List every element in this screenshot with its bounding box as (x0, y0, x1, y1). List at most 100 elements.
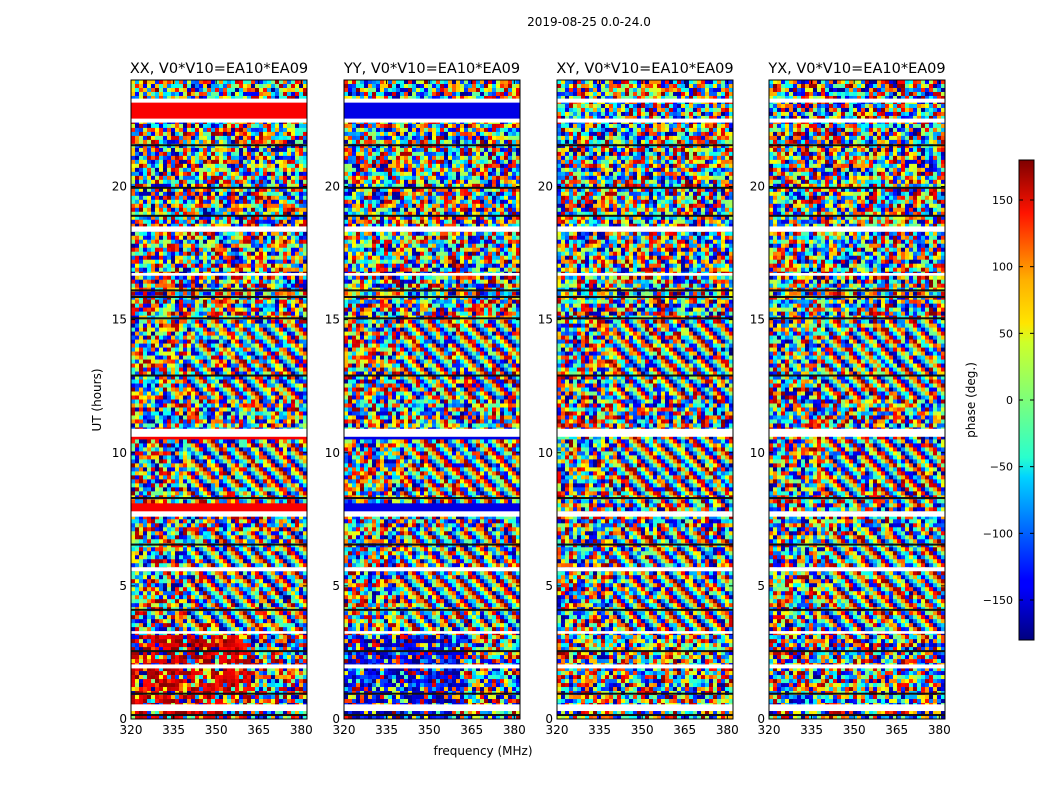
scan-boundary (344, 497, 520, 499)
flagged-band (344, 567, 520, 571)
flagged-band (557, 511, 733, 516)
x-tick-label: 335 (588, 723, 611, 737)
scan-boundary (344, 544, 520, 546)
flagged-band (131, 99, 307, 103)
scan-boundary (557, 497, 733, 499)
scan-boundary (557, 693, 733, 695)
flagged-band (344, 429, 520, 437)
figure-suptitle: 2019-08-25 0.0-24.0 (527, 15, 651, 29)
flagged-band (557, 567, 733, 571)
flagged-band (131, 704, 307, 711)
y-tick-label: 5 (119, 579, 127, 593)
flagged-band (344, 511, 520, 516)
y-tick-label: 0 (332, 712, 340, 726)
colorbar-tick-label: 150 (992, 194, 1013, 207)
scan-boundary (131, 187, 307, 189)
flagged-band (344, 226, 520, 231)
x-tick-label: 350 (843, 723, 866, 737)
flagged-band (557, 226, 733, 231)
scan-boundary (557, 375, 733, 377)
y-tick-label: 15 (750, 313, 765, 327)
flagged-band (344, 664, 520, 668)
flagged-band (344, 631, 520, 634)
y-tick-label: 0 (545, 712, 553, 726)
colorbar-tick-label: −100 (983, 527, 1013, 540)
phase-spectrogram-figure: 2019-08-25 0.0-24.0 XX, V0*V10=EA10*EA09… (0, 0, 1050, 800)
scan-boundary (769, 215, 945, 217)
scan-boundary (131, 289, 307, 291)
x-tick-label: 380 (716, 723, 739, 737)
scan-boundary (131, 650, 307, 652)
scan-boundary (769, 650, 945, 652)
y-tick-label: 15 (538, 313, 553, 327)
scan-boundary (557, 609, 733, 611)
scan-boundary (769, 296, 945, 298)
x-tick-label: 335 (800, 723, 823, 737)
flagged-band (557, 631, 733, 634)
scan-boundary (557, 187, 733, 189)
y-tick-label: 15 (112, 313, 127, 327)
x-tick-label: 380 (928, 723, 951, 737)
x-tick-label: 350 (418, 723, 441, 737)
scan-boundary (557, 144, 733, 146)
flagged-band (557, 99, 733, 103)
panel-title: YX, V0*V10=EA10*EA09 (767, 61, 945, 77)
colorbar-tick-label: −50 (990, 461, 1013, 474)
scan-boundary (131, 609, 307, 611)
scan-boundary (557, 215, 733, 217)
flagged-band (769, 631, 945, 634)
flagged-band (769, 511, 945, 516)
phase-raster (344, 80, 520, 719)
flagged-band (131, 119, 307, 123)
flagged-band (557, 119, 733, 123)
flagged-band (769, 99, 945, 103)
y-tick-label: 5 (332, 579, 340, 593)
y-tick-label: 15 (325, 313, 340, 327)
scan-boundary (344, 375, 520, 377)
scan-boundary (131, 714, 307, 716)
colorbar-tick-label: −150 (983, 594, 1013, 607)
flagged-band (131, 631, 307, 634)
flagged-band (131, 567, 307, 571)
y-tick-label: 20 (750, 180, 765, 194)
scan-boundary (344, 215, 520, 217)
x-tick-label: 365 (460, 723, 483, 737)
flagged-band (769, 273, 945, 276)
y-tick-label: 0 (119, 712, 127, 726)
scan-boundary (131, 497, 307, 499)
scan-boundary (344, 714, 520, 716)
x-tick-label: 350 (205, 723, 228, 737)
y-tick-label: 10 (112, 446, 127, 460)
scan-boundary (344, 296, 520, 298)
scan-boundary (344, 317, 520, 319)
phase-raster (557, 80, 733, 719)
x-tick-label: 380 (503, 723, 526, 737)
flagged-band (769, 429, 945, 437)
scan-boundary (769, 693, 945, 695)
x-tick-label: 380 (290, 723, 313, 737)
scan-boundary (344, 289, 520, 291)
flagged-band (344, 273, 520, 276)
colorbar-tick-label: 50 (999, 327, 1013, 340)
colorbar-label: phase (deg.) (964, 362, 978, 438)
flagged-band (769, 567, 945, 571)
x-tick-label: 335 (375, 723, 398, 737)
x-axis-label: frequency (MHz) (433, 744, 532, 758)
panel-title: XX, V0*V10=EA10*EA09 (130, 61, 308, 77)
scan-boundary (557, 289, 733, 291)
scan-boundary (131, 317, 307, 319)
y-tick-label: 10 (538, 446, 553, 460)
scan-boundary (131, 375, 307, 377)
scan-boundary (769, 144, 945, 146)
scan-boundary (557, 317, 733, 319)
colorbar-tick-label: 100 (992, 261, 1013, 274)
flagged-band (131, 511, 307, 516)
x-tick-label: 335 (162, 723, 185, 737)
y-tick-label: 0 (757, 712, 765, 726)
flagged-band (131, 664, 307, 668)
y-axis-label: UT (hours) (90, 368, 104, 431)
scan-boundary (557, 296, 733, 298)
